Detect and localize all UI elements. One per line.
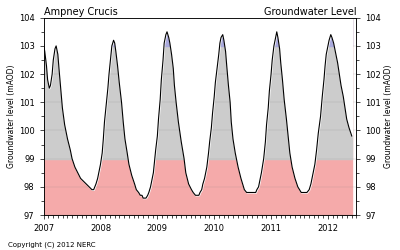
Y-axis label: Groundwater level (mAOD): Groundwater level (mAOD) — [384, 64, 393, 168]
Y-axis label: Groundwater level (mAOD): Groundwater level (mAOD) — [7, 64, 16, 168]
Text: Copyright (C) 2012 NERC: Copyright (C) 2012 NERC — [8, 241, 96, 248]
Text: Groundwater Level: Groundwater Level — [264, 7, 356, 17]
Text: Ampney Crucis: Ampney Crucis — [44, 7, 117, 17]
